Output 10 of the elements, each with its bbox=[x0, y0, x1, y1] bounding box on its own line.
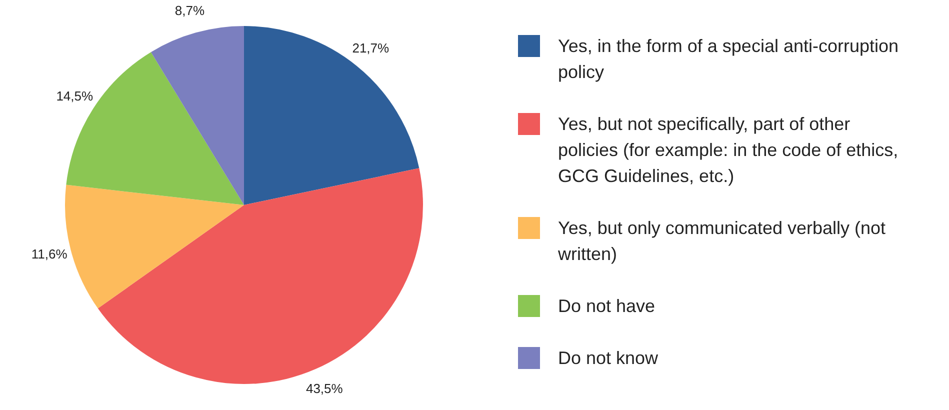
data-label: 43,5% bbox=[306, 380, 344, 396]
legend-label: Yes, but only communicated verbally (not written) bbox=[558, 217, 887, 266]
legend-label: Do not have bbox=[558, 295, 656, 318]
data-label: 21,7% bbox=[352, 40, 390, 56]
data-label: 8,7% bbox=[174, 3, 205, 18]
legend-label: Yes, but not specifically, part of other policies (for example: in the code of ethics, GCG Guidelines, etc.) bbox=[558, 113, 900, 188]
legend-label: Do not know bbox=[558, 347, 658, 370]
data-label: 14,5% bbox=[56, 88, 94, 104]
data-label: 11,6% bbox=[31, 246, 68, 262]
legend-label: Yes, in the form of a special anti-corruption policy bbox=[558, 35, 900, 84]
